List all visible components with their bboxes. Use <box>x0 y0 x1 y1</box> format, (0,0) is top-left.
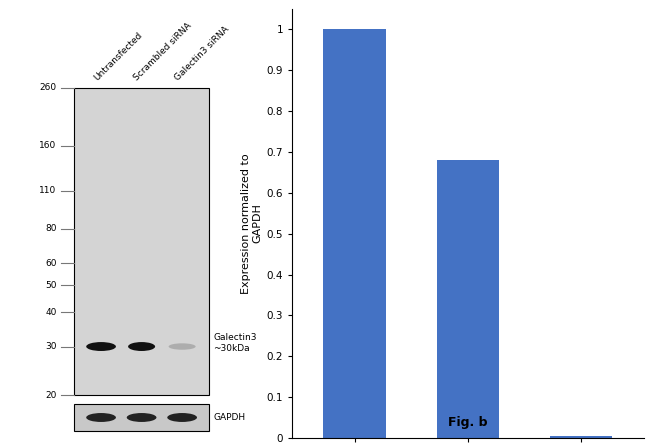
Text: Galectin3 siRNA: Galectin3 siRNA <box>173 25 231 82</box>
Bar <box>324 30 385 438</box>
Bar <box>74 404 209 431</box>
Text: 110: 110 <box>39 186 57 195</box>
Text: 60: 60 <box>45 259 57 268</box>
Text: 80: 80 <box>45 224 57 233</box>
Ellipse shape <box>86 342 116 351</box>
Ellipse shape <box>86 413 116 422</box>
Text: 50: 50 <box>45 281 57 290</box>
Text: 30: 30 <box>45 342 57 351</box>
Ellipse shape <box>127 413 157 422</box>
Text: 40: 40 <box>45 308 57 316</box>
Ellipse shape <box>128 342 155 351</box>
Text: Fig. b: Fig. b <box>448 416 488 429</box>
Text: Untransfected: Untransfected <box>92 30 144 82</box>
Text: 160: 160 <box>39 141 57 150</box>
Text: GAPDH: GAPDH <box>213 413 245 422</box>
Text: 20: 20 <box>45 391 57 400</box>
Ellipse shape <box>167 413 197 422</box>
Text: Scrambled siRNA: Scrambled siRNA <box>133 21 194 82</box>
Ellipse shape <box>168 343 196 350</box>
Bar <box>74 88 209 395</box>
Bar <box>550 436 612 438</box>
Text: 260: 260 <box>40 83 57 92</box>
Text: Galectin3
~30kDa: Galectin3 ~30kDa <box>213 333 257 353</box>
Bar <box>437 160 499 438</box>
Y-axis label: Expression normalized to
GAPDH: Expression normalized to GAPDH <box>241 153 263 294</box>
